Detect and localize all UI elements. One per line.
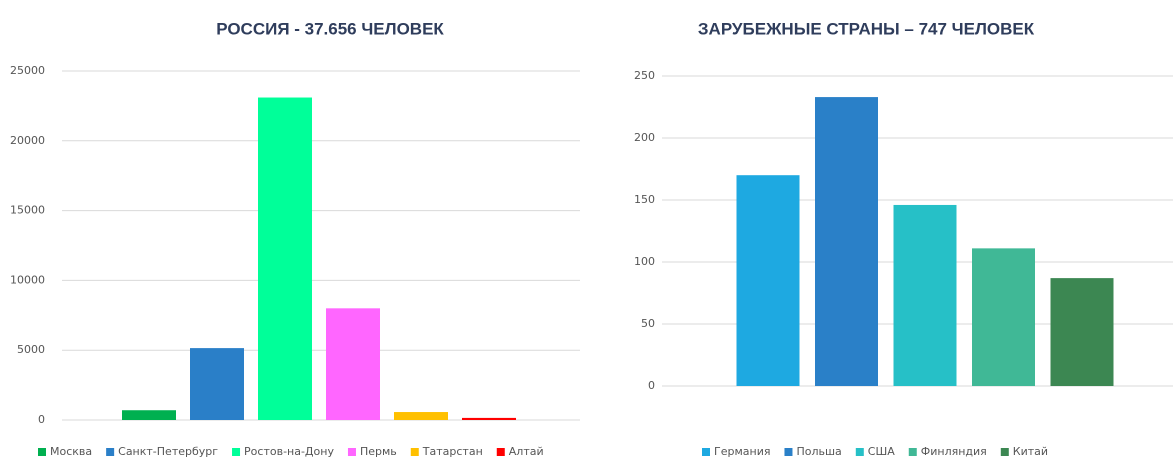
y-tick-label: 0 — [38, 413, 45, 426]
y-tick-label: 250 — [634, 69, 655, 82]
legend-label: Китай — [1013, 445, 1048, 458]
legend-label: Москва — [50, 445, 92, 458]
legend-swatch — [1000, 448, 1009, 456]
legend-swatch — [347, 448, 356, 456]
bar — [190, 348, 244, 420]
y-tick-label: 200 — [634, 131, 655, 144]
legend-swatch — [908, 448, 917, 456]
y-tick-label: 50 — [641, 317, 655, 330]
y-tick-label: 5000 — [17, 343, 45, 356]
legend-label: Алтай — [509, 445, 544, 458]
y-tick-label: 150 — [634, 193, 655, 206]
chart-title: ЗАРУБЕЖНЫЕ СТРАНЫ – 747 ЧЕЛОВЕК — [698, 19, 1035, 38]
bar — [326, 308, 380, 420]
legend-swatch — [855, 448, 864, 456]
chart-title: РОССИЯ - 37.656 ЧЕЛОВЕК — [216, 19, 444, 38]
legend-swatch — [702, 448, 710, 456]
y-tick-label: 0 — [648, 379, 655, 392]
y-tick-label: 25000 — [10, 64, 45, 77]
bar — [258, 97, 312, 421]
legend-label: Санкт-Петербург — [118, 445, 218, 458]
legend-label: Финляндия — [921, 445, 987, 458]
legend-swatch — [410, 448, 419, 456]
legend-label: Германия — [714, 445, 770, 458]
bar — [122, 410, 176, 420]
legend-label: Татарстан — [422, 445, 483, 458]
legend-label: США — [868, 445, 895, 458]
legend-swatch — [106, 448, 115, 456]
legend-label: Ростов-на-Дону — [244, 445, 334, 458]
legend-swatch — [38, 448, 46, 456]
y-tick-label: 15000 — [10, 204, 45, 217]
legend-swatch — [232, 448, 241, 456]
bar — [815, 97, 878, 386]
bar — [893, 204, 957, 386]
legend-label: Пермь — [360, 445, 397, 458]
legend-label: Польша — [796, 445, 841, 458]
bar — [1050, 278, 1114, 386]
y-tick-label: 20000 — [10, 134, 45, 147]
bar — [736, 175, 800, 386]
y-tick-label: 100 — [634, 255, 655, 268]
legend-swatch — [496, 448, 505, 456]
y-tick-label: 10000 — [10, 273, 45, 286]
bar — [394, 412, 448, 420]
legend-swatch — [784, 448, 793, 456]
bar — [972, 248, 1035, 386]
bar — [462, 417, 516, 420]
